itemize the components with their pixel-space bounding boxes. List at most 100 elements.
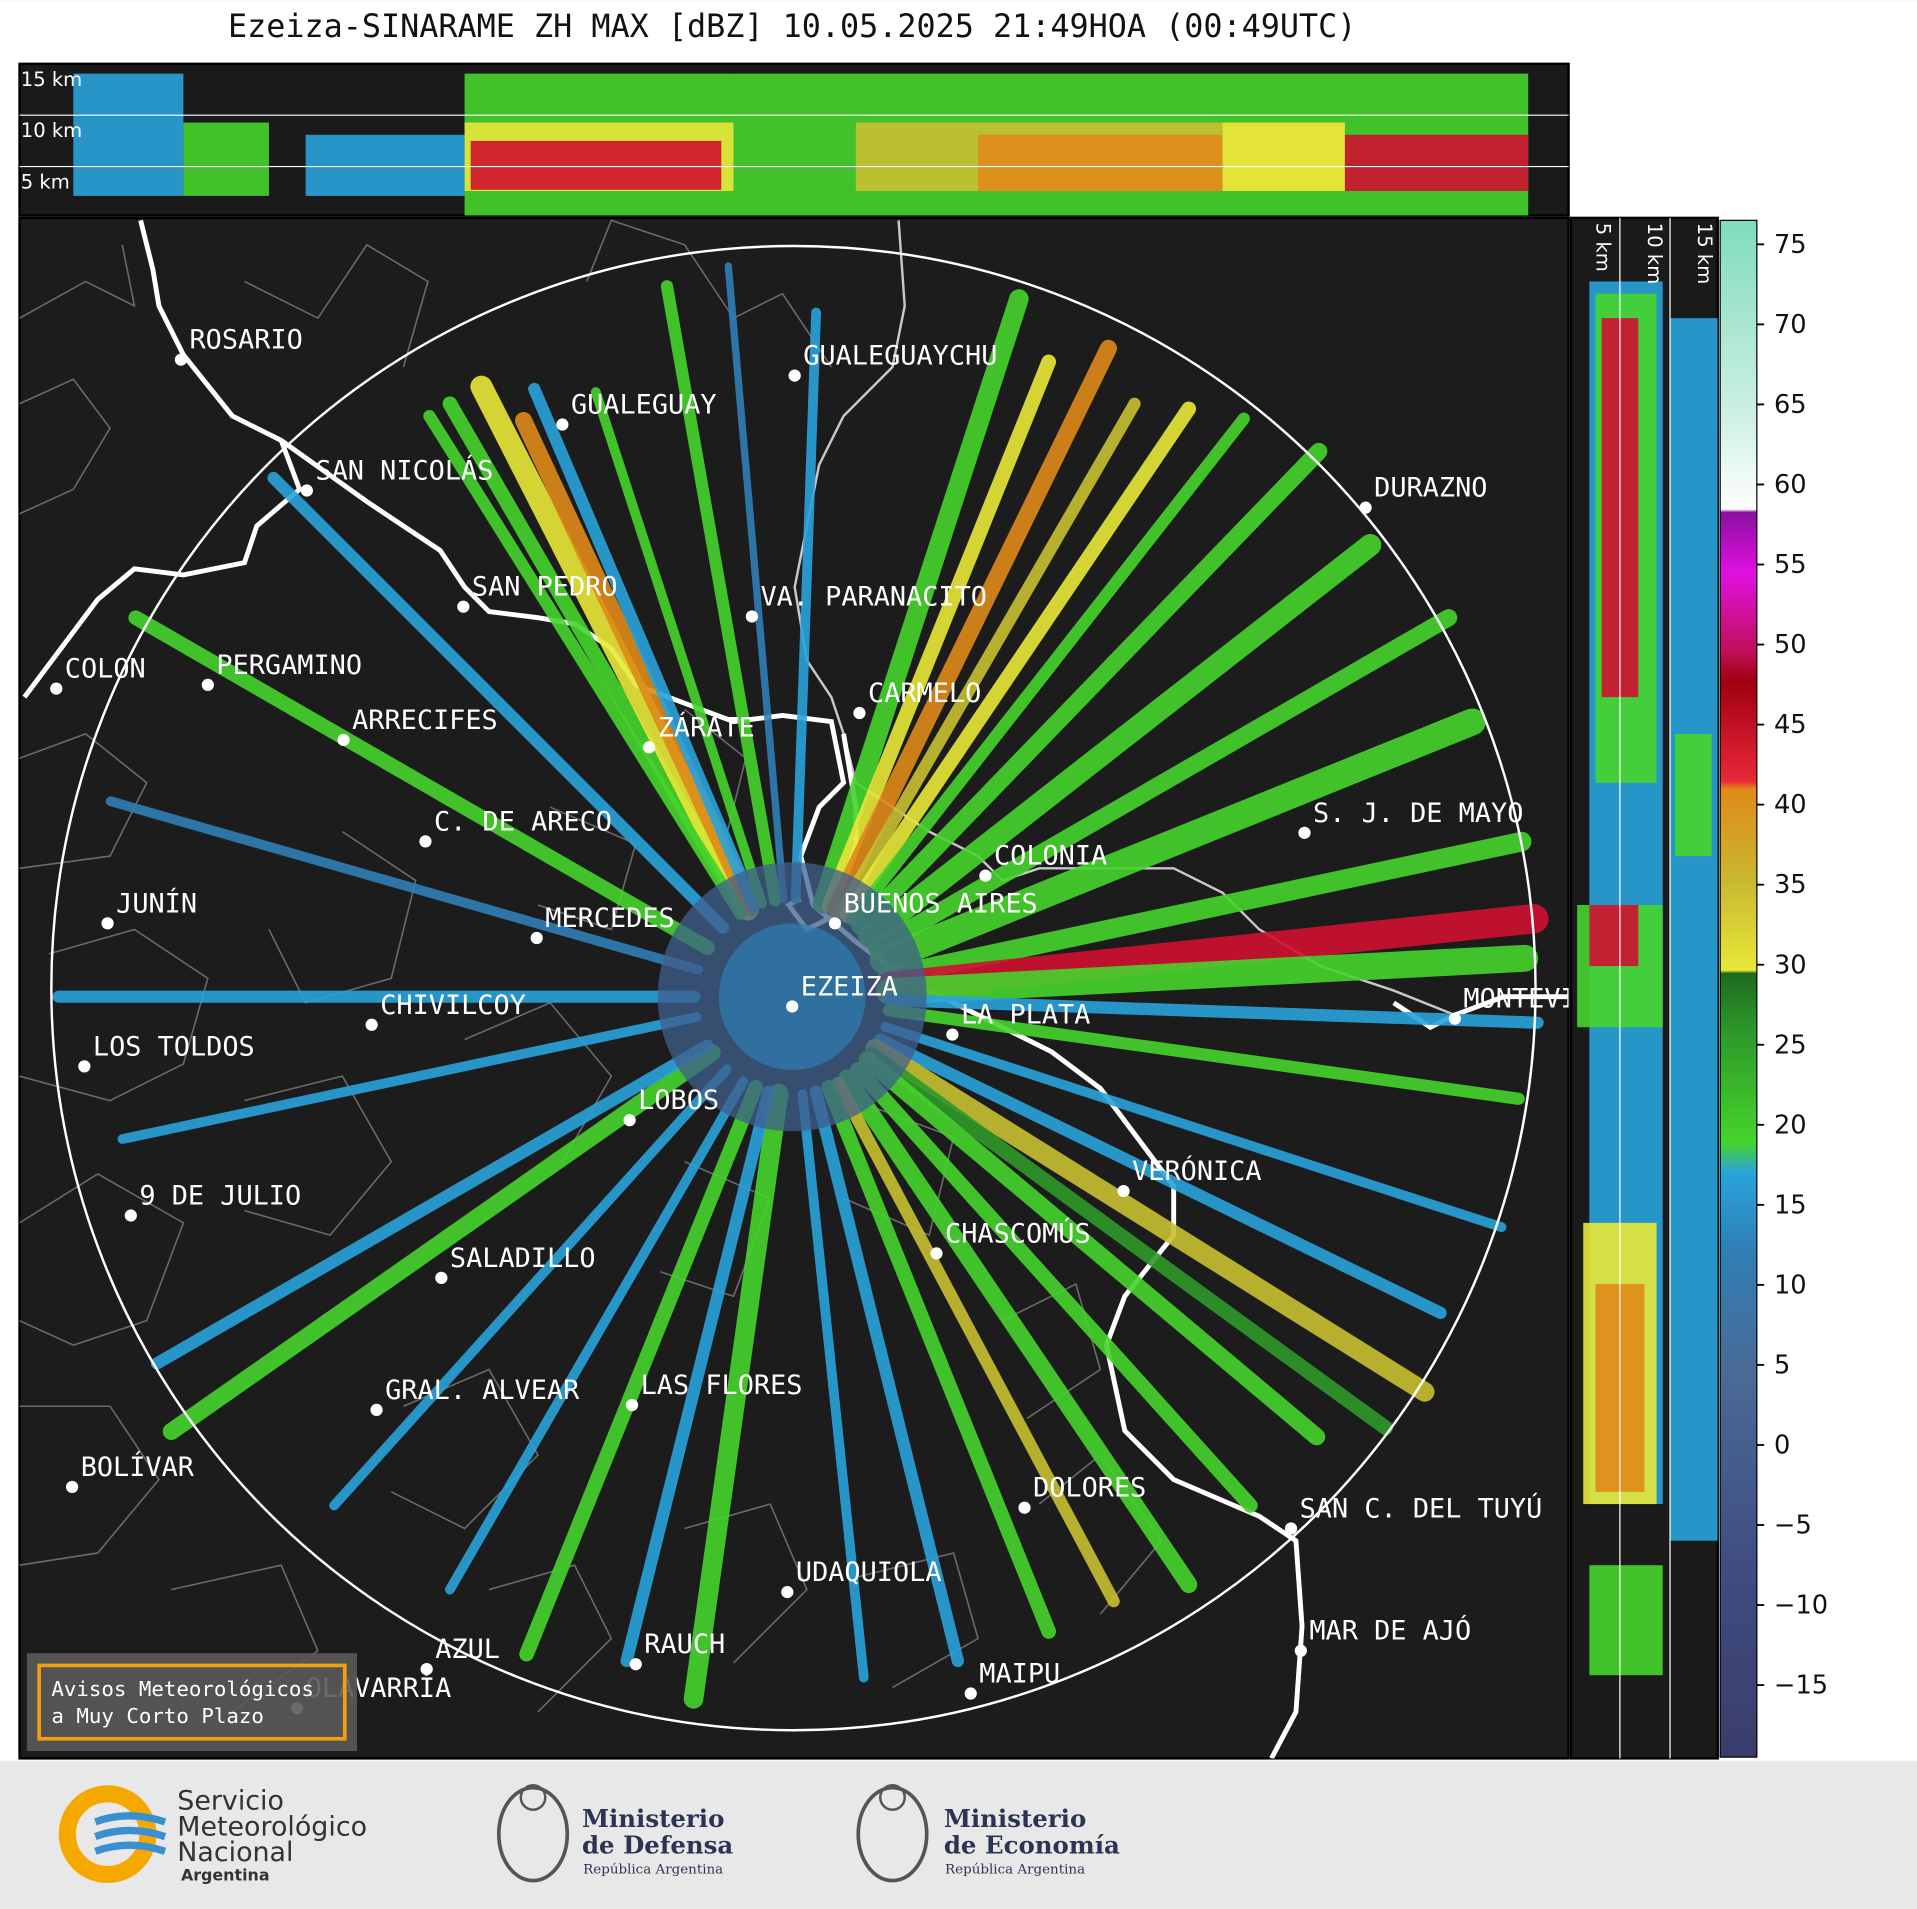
city-label: VERÓNICA — [1132, 1155, 1261, 1187]
height-label: 5 km — [21, 171, 70, 194]
city-dot — [629, 1658, 642, 1671]
echo — [162, 1044, 721, 1441]
warning-box-bg[interactable] — [26, 1653, 357, 1752]
city-label: GRAL. ALVEAR — [385, 1375, 580, 1406]
logo-text: Ministerio — [944, 1804, 1086, 1833]
city-dot — [946, 1028, 959, 1041]
logo-text: Servicio — [177, 1786, 284, 1817]
city-dot — [66, 1480, 79, 1494]
section-band — [1589, 904, 1639, 967]
echo — [790, 307, 822, 904]
city-dot — [964, 1687, 977, 1700]
echo — [590, 387, 767, 909]
echo — [883, 993, 1544, 1029]
city-dot — [643, 741, 656, 754]
city-label: DURAZNO — [1374, 473, 1487, 504]
echo — [826, 339, 1117, 918]
section-band — [1670, 318, 1718, 1541]
city-label: PERGAMINO — [216, 650, 362, 681]
city-label: C. DE ARECO — [434, 806, 612, 837]
echo — [851, 442, 1328, 935]
city-dot — [930, 1247, 943, 1260]
echo — [865, 1038, 1435, 1402]
echo — [821, 354, 1057, 914]
city-dot — [201, 678, 214, 692]
city-dot — [979, 869, 992, 882]
logo-text: Ministerio — [582, 1804, 724, 1833]
city-dot — [174, 353, 188, 366]
echo — [868, 609, 1458, 957]
logo-text: de Economía — [944, 1831, 1120, 1860]
city-label: ARRECIFES — [352, 705, 498, 736]
height-label: 10 km — [1643, 223, 1666, 284]
city-dot — [1448, 1012, 1461, 1025]
colorbar-tick-label: 65 — [1774, 390, 1807, 420]
city-dot — [365, 1018, 378, 1031]
city-label: AZUL — [435, 1634, 500, 1665]
city-dot — [781, 1585, 794, 1599]
city-label: ROSARIO — [189, 325, 302, 356]
colorbar-tick-label: −10 — [1774, 1591, 1828, 1621]
city-label: BUENOS AIRES — [844, 888, 1038, 919]
city-label: UDAQUIOLA — [796, 1557, 942, 1588]
city-label: CARMELO — [868, 678, 981, 709]
city-label: S. J. DE MAYO — [1313, 798, 1523, 829]
city-label: CHIVILCOY — [380, 990, 526, 1021]
section-band — [183, 122, 269, 196]
colorbar-tick-label: 25 — [1774, 1030, 1807, 1060]
warning-text: Avisos Meteorológicos — [51, 1677, 314, 1701]
city-label: LOS TOLDOS — [93, 1031, 255, 1062]
echo — [882, 1004, 1525, 1105]
city-label: MERCEDES — [545, 903, 674, 934]
section-band — [1674, 733, 1712, 857]
colorbar-tick-label: 55 — [1774, 550, 1807, 580]
city-label: MONTEVIDEO — [1463, 984, 1625, 1015]
height-label: 10 km — [21, 119, 82, 142]
city-dot — [1359, 501, 1372, 514]
footer-bg — [0, 1760, 1917, 1909]
colorbar-tick-label: 35 — [1774, 870, 1807, 900]
city-dot — [300, 484, 313, 497]
city-label: DOLORES — [1033, 1473, 1146, 1504]
echo — [858, 534, 1382, 948]
cities: ROSARIO GUALEGUAYCHU GUALEGUAY SAN NICOLÁS D… — [50, 325, 1625, 1715]
colorbar-tick-label: 60 — [1774, 470, 1807, 500]
city-dot — [745, 610, 758, 623]
city-label: GUALEGUAY — [571, 390, 717, 421]
echo — [117, 1012, 702, 1144]
colorbar-tick-label: −5 — [1774, 1511, 1812, 1541]
echo — [519, 1080, 763, 1662]
colorbar-tick-label: 20 — [1774, 1110, 1807, 1140]
section-band — [1222, 122, 1345, 192]
warning-box[interactable] — [37, 1663, 347, 1741]
city-dot — [1284, 1522, 1298, 1535]
city-dot — [853, 706, 866, 720]
section-band — [305, 134, 465, 196]
city-dot — [625, 1398, 639, 1412]
echo — [128, 610, 715, 956]
city-dot — [124, 1209, 137, 1222]
colorbar-ticks: −15 −10 −5 0 5 10 15 20 25 30 35 40 45 50 55 60 65 70 75 — [1756, 230, 1828, 1701]
colorbar-tick-label: −15 — [1774, 1671, 1828, 1701]
section-band — [978, 134, 1223, 192]
city-dot — [101, 917, 114, 930]
city-label: JUNÍN — [116, 887, 197, 919]
echo — [880, 1022, 1507, 1233]
city-dot — [50, 682, 63, 695]
echo — [869, 708, 1486, 974]
city-dot — [1298, 826, 1311, 839]
echo — [858, 1050, 1326, 1446]
echo — [528, 382, 761, 913]
warning-text: a Muy Corto Plazo — [51, 1704, 264, 1728]
logo-text: República Argentina — [583, 1862, 723, 1877]
city-label: ZÁRATE — [658, 711, 755, 743]
section-band — [1344, 134, 1529, 192]
city-label: SAN NICOLÁS — [315, 455, 493, 487]
colorbar-tick-label: 50 — [1774, 630, 1807, 660]
colorbar-tick-label: 45 — [1774, 710, 1807, 740]
city-label: SAN C. DEL TUYÚ — [1300, 1492, 1543, 1524]
logo-text: Meteorológico — [177, 1811, 367, 1842]
city-label: 9 DE JULIO — [139, 1181, 301, 1212]
echo — [812, 289, 1029, 914]
city-dot — [1018, 1501, 1031, 1514]
